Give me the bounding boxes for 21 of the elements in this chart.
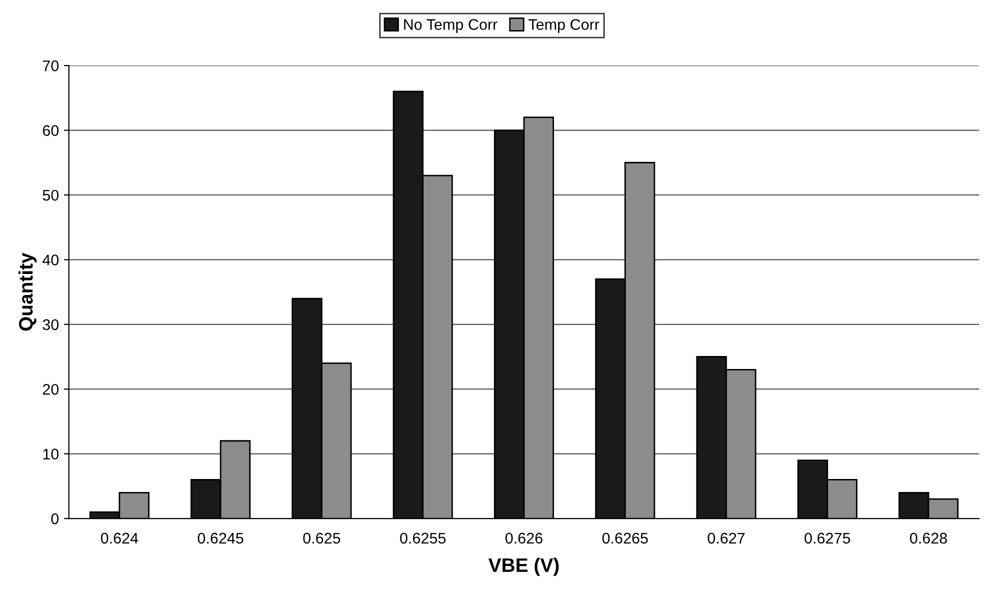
y-tick-label: 40 <box>42 254 59 266</box>
x-tick-label: 0.628 <box>910 532 947 544</box>
x-tick-label: 0.6265 <box>602 532 648 544</box>
legend-label: No Temp Corr <box>404 19 498 33</box>
x-tick-label: 0.624 <box>100 532 138 544</box>
x-tick-label: 0.627 <box>708 532 745 544</box>
x-tick-label: 0.626 <box>505 532 542 544</box>
x-tick-label: 0.625 <box>303 532 340 544</box>
y-axis-title: Quantity <box>18 252 37 331</box>
x-tick-label: 0.6255 <box>400 532 446 544</box>
y-tick-label: 30 <box>42 319 59 330</box>
y-tick-label: 20 <box>42 384 59 395</box>
y-tick-label: 70 <box>42 60 59 72</box>
y-tick-label: 10 <box>43 448 59 460</box>
legend-label: Temp Corr <box>528 19 600 33</box>
x-tick-label: 0.6275 <box>804 532 850 544</box>
y-tick-label: 60 <box>42 125 59 136</box>
y-tick-label: 50 <box>42 190 59 201</box>
y-tick-label: 0 <box>51 513 59 524</box>
x-tick-label: 0.6245 <box>198 532 244 544</box>
x-axis-title: VBE (V) <box>488 558 559 576</box>
